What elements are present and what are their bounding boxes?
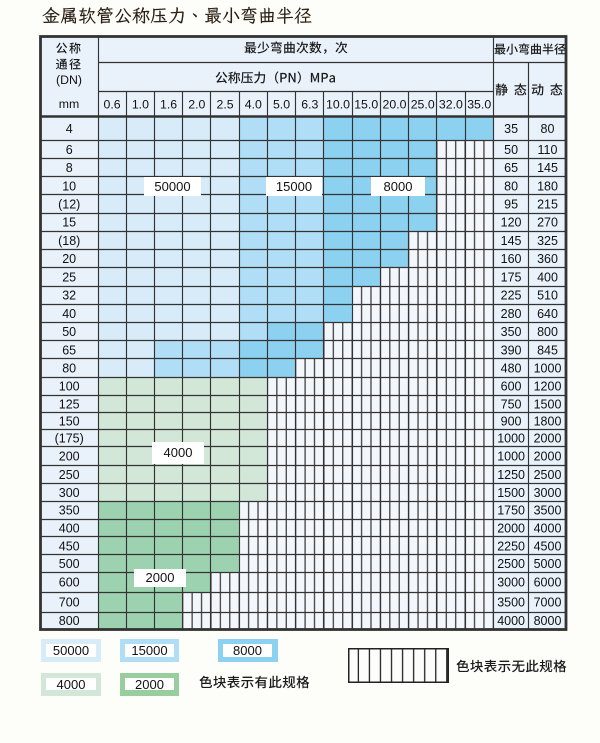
svg-text:4000: 4000 xyxy=(497,614,525,628)
svg-text:845: 845 xyxy=(537,343,558,357)
svg-text:500: 500 xyxy=(59,557,80,571)
svg-text:600: 600 xyxy=(501,380,522,394)
svg-text:2000: 2000 xyxy=(534,450,562,464)
svg-text:225: 225 xyxy=(501,289,522,303)
svg-text:125: 125 xyxy=(59,397,80,411)
svg-text:50: 50 xyxy=(62,325,76,339)
svg-text:350: 350 xyxy=(59,504,80,518)
svg-text:2500: 2500 xyxy=(497,557,525,571)
svg-text:145: 145 xyxy=(537,161,558,175)
svg-text:(175): (175) xyxy=(55,432,84,446)
svg-text:145: 145 xyxy=(501,234,522,248)
svg-text:20: 20 xyxy=(62,252,76,266)
svg-text:3000: 3000 xyxy=(534,486,562,500)
svg-text:120: 120 xyxy=(501,216,522,230)
svg-text:300: 300 xyxy=(59,486,80,500)
svg-text:2250: 2250 xyxy=(497,539,525,553)
svg-text:2000: 2000 xyxy=(534,432,562,446)
svg-text:80: 80 xyxy=(62,362,76,376)
svg-text:50: 50 xyxy=(504,143,518,157)
svg-text:480: 480 xyxy=(501,362,522,376)
svg-text:450: 450 xyxy=(59,539,80,553)
svg-text:640: 640 xyxy=(537,307,558,321)
svg-text:6000: 6000 xyxy=(534,576,562,590)
svg-text:270: 270 xyxy=(537,216,558,230)
svg-text:8: 8 xyxy=(66,161,73,175)
svg-text:(12): (12) xyxy=(58,198,80,212)
svg-text:80: 80 xyxy=(541,122,555,136)
svg-text:5000: 5000 xyxy=(534,557,562,571)
svg-text:700: 700 xyxy=(59,595,80,609)
svg-text:110: 110 xyxy=(538,143,558,157)
svg-text:1250: 1250 xyxy=(497,468,525,482)
svg-text:4: 4 xyxy=(66,122,73,136)
svg-text:1800: 1800 xyxy=(534,415,562,429)
svg-text:800: 800 xyxy=(537,325,558,339)
svg-text:5.0: 5.0 xyxy=(273,98,290,112)
svg-text:32: 32 xyxy=(62,289,76,303)
svg-text:1000: 1000 xyxy=(534,362,562,376)
svg-text:280: 280 xyxy=(501,307,522,321)
svg-text:2.5: 2.5 xyxy=(217,98,234,112)
svg-text:150: 150 xyxy=(59,415,80,429)
svg-text:95: 95 xyxy=(504,198,518,212)
svg-text:(18): (18) xyxy=(58,234,80,248)
svg-text:600: 600 xyxy=(59,576,80,590)
svg-text:8000: 8000 xyxy=(534,614,562,628)
svg-text:4500: 4500 xyxy=(534,539,562,553)
svg-text:35: 35 xyxy=(504,122,518,136)
svg-text:15.0: 15.0 xyxy=(354,98,378,112)
svg-text:3500: 3500 xyxy=(497,595,525,609)
svg-text:1000: 1000 xyxy=(497,432,525,446)
svg-text:20.0: 20.0 xyxy=(383,98,407,112)
svg-text:180: 180 xyxy=(537,179,558,193)
svg-text:40: 40 xyxy=(62,307,76,321)
svg-text:4000: 4000 xyxy=(534,522,562,536)
svg-text:400: 400 xyxy=(537,270,558,284)
svg-text:25: 25 xyxy=(62,270,76,284)
svg-text:200: 200 xyxy=(59,450,80,464)
svg-text:7000: 7000 xyxy=(534,595,562,609)
svg-text:10: 10 xyxy=(62,179,76,193)
svg-text:215: 215 xyxy=(537,198,558,212)
svg-text:80: 80 xyxy=(504,179,518,193)
svg-text:6: 6 xyxy=(66,143,73,157)
svg-text:510: 510 xyxy=(537,289,558,303)
svg-text:1000: 1000 xyxy=(497,450,525,464)
svg-text:2500: 2500 xyxy=(534,468,562,482)
svg-text:800: 800 xyxy=(59,614,80,628)
svg-text:15: 15 xyxy=(62,216,76,230)
svg-text:360: 360 xyxy=(537,252,558,266)
svg-text:32.0: 32.0 xyxy=(439,98,463,112)
svg-text:350: 350 xyxy=(501,325,522,339)
svg-text:175: 175 xyxy=(501,270,522,284)
svg-text:390: 390 xyxy=(501,343,522,357)
svg-text:1500: 1500 xyxy=(534,397,562,411)
svg-text:100: 100 xyxy=(59,380,80,394)
svg-text:160: 160 xyxy=(501,252,522,266)
svg-text:1750: 1750 xyxy=(497,504,525,518)
svg-text:325: 325 xyxy=(537,234,558,248)
svg-text:750: 750 xyxy=(501,397,522,411)
svg-text:400: 400 xyxy=(59,522,80,536)
svg-text:2.0: 2.0 xyxy=(188,98,205,112)
svg-text:1500: 1500 xyxy=(497,486,525,500)
svg-text:10.0: 10.0 xyxy=(326,98,350,112)
svg-text:250: 250 xyxy=(59,468,80,482)
svg-text:3500: 3500 xyxy=(534,504,562,518)
svg-text:35.0: 35.0 xyxy=(467,98,491,112)
svg-text:6.3: 6.3 xyxy=(301,98,318,112)
svg-text:65: 65 xyxy=(504,161,518,175)
svg-text:900: 900 xyxy=(501,415,522,429)
svg-text:0.6: 0.6 xyxy=(104,98,121,112)
svg-text:3000: 3000 xyxy=(497,576,525,590)
svg-text:4.0: 4.0 xyxy=(245,98,262,112)
svg-text:1.6: 1.6 xyxy=(160,98,177,112)
svg-text:1200: 1200 xyxy=(534,380,562,394)
svg-text:65: 65 xyxy=(62,343,76,357)
svg-text:1.0: 1.0 xyxy=(132,98,149,112)
svg-text:25.0: 25.0 xyxy=(411,98,435,112)
svg-text:2000: 2000 xyxy=(497,522,525,536)
